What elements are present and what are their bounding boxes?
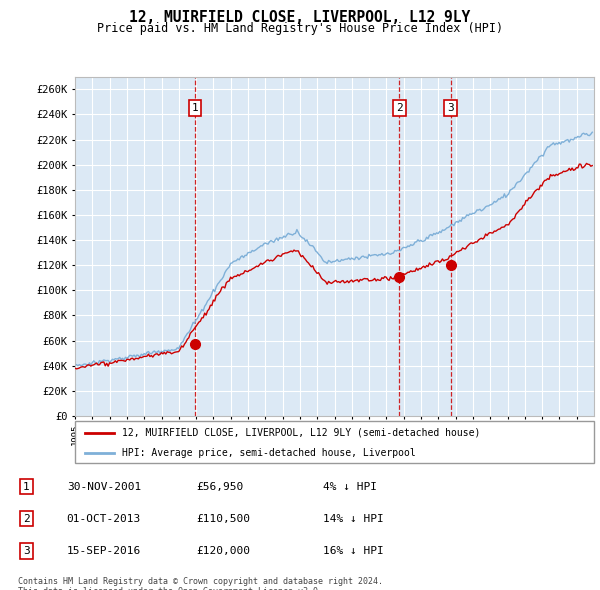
Text: HPI: Average price, semi-detached house, Liverpool: HPI: Average price, semi-detached house,…: [122, 448, 415, 457]
Text: £120,000: £120,000: [196, 546, 250, 556]
Text: 01-OCT-2013: 01-OCT-2013: [67, 514, 141, 524]
Text: 30-NOV-2001: 30-NOV-2001: [67, 481, 141, 491]
Text: 3: 3: [447, 103, 454, 113]
Text: 16% ↓ HPI: 16% ↓ HPI: [323, 546, 384, 556]
Text: 15-SEP-2016: 15-SEP-2016: [67, 546, 141, 556]
Text: 3: 3: [23, 546, 30, 556]
Text: Contains HM Land Registry data © Crown copyright and database right 2024.
This d: Contains HM Land Registry data © Crown c…: [18, 577, 383, 590]
Text: Price paid vs. HM Land Registry's House Price Index (HPI): Price paid vs. HM Land Registry's House …: [97, 22, 503, 35]
Text: 1: 1: [23, 481, 30, 491]
Text: 12, MUIRFIELD CLOSE, LIVERPOOL, L12 9LY (semi-detached house): 12, MUIRFIELD CLOSE, LIVERPOOL, L12 9LY …: [122, 428, 480, 438]
Text: £56,950: £56,950: [196, 481, 244, 491]
Text: 1: 1: [191, 103, 198, 113]
FancyBboxPatch shape: [75, 421, 594, 463]
Text: 14% ↓ HPI: 14% ↓ HPI: [323, 514, 384, 524]
Text: 2: 2: [23, 514, 30, 524]
Text: 12, MUIRFIELD CLOSE, LIVERPOOL, L12 9LY: 12, MUIRFIELD CLOSE, LIVERPOOL, L12 9LY: [130, 10, 470, 25]
Text: £110,500: £110,500: [196, 514, 250, 524]
Text: 2: 2: [396, 103, 403, 113]
Text: 4% ↓ HPI: 4% ↓ HPI: [323, 481, 377, 491]
